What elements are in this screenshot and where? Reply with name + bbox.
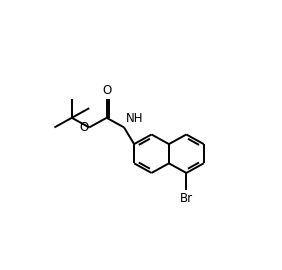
Text: NH: NH — [125, 112, 143, 125]
Text: O: O — [102, 85, 112, 97]
Text: Br: Br — [180, 192, 193, 205]
Text: O: O — [79, 122, 88, 134]
